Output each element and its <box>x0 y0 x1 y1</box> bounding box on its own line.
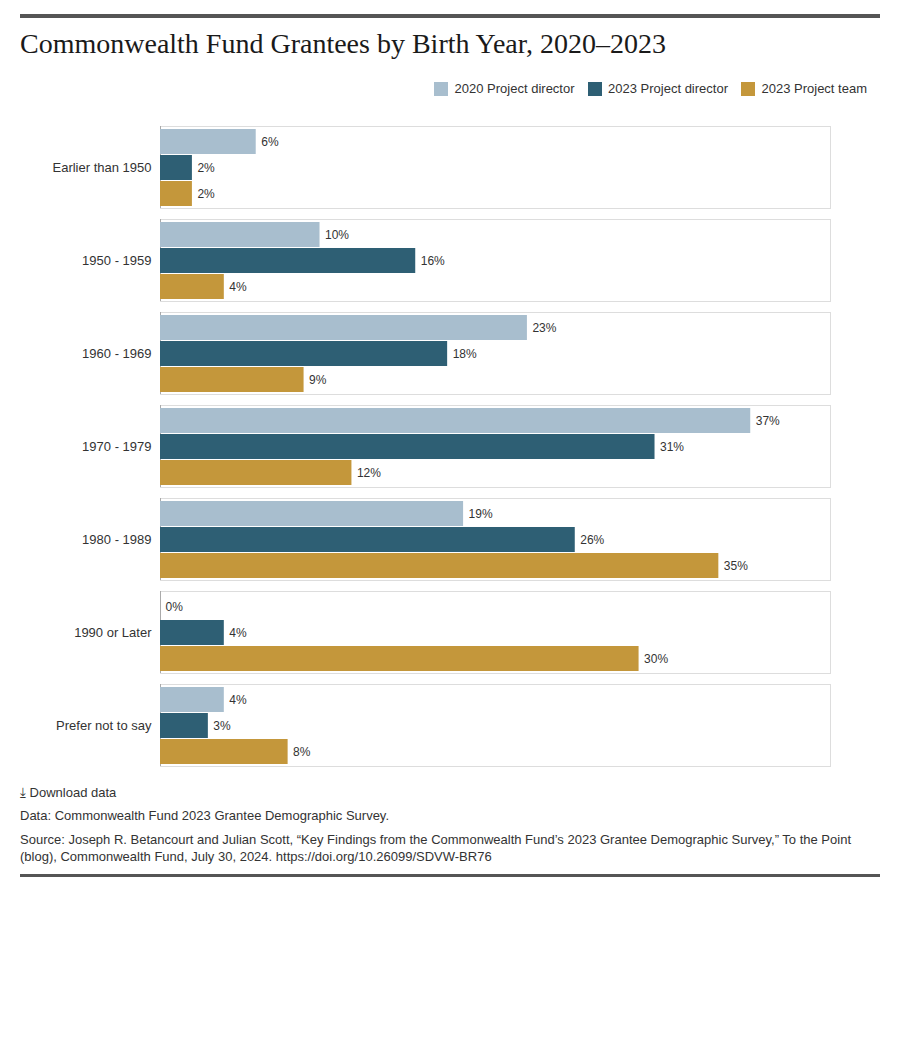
svg-text:23%: 23% <box>532 320 556 334</box>
svg-text:18%: 18% <box>453 346 477 360</box>
svg-text:10%: 10% <box>325 227 349 241</box>
svg-text:30%: 30% <box>644 651 668 665</box>
svg-text:6%: 6% <box>261 134 279 148</box>
svg-text:12%: 12% <box>357 465 381 479</box>
svg-text:1980 - 1989: 1980 - 1989 <box>82 531 151 546</box>
svg-text:0%: 0% <box>166 599 184 613</box>
svg-text:16%: 16% <box>421 253 445 267</box>
html-text:Source: Joseph R. Betancourt a: Source: Joseph R. Betancourt and Julian … <box>20 831 851 865</box>
svg-text:1960 - 1969: 1960 - 1969 <box>82 345 151 360</box>
svg-text:4%: 4% <box>229 279 247 293</box>
svg-text:1970 - 1979: 1970 - 1979 <box>82 438 151 453</box>
svg-text:Earlier than 1950: Earlier than 1950 <box>52 159 151 174</box>
html-text:2023 Project team: 2023 Project team <box>761 81 867 96</box>
svg-text:4%: 4% <box>229 625 247 639</box>
html-text:⤓ Download data: ⤓ Download data <box>20 784 117 800</box>
svg-text:37%: 37% <box>756 413 780 427</box>
svg-text:31%: 31% <box>660 439 684 453</box>
svg-text:1950 - 1959: 1950 - 1959 <box>82 252 151 267</box>
svg-text:9%: 9% <box>309 372 327 386</box>
svg-text:19%: 19% <box>469 506 493 520</box>
svg-text:1990 or Later: 1990 or Later <box>74 624 152 639</box>
html-text:2023 Project director: 2023 Project director <box>608 81 728 96</box>
svg-text:2%: 2% <box>197 160 215 174</box>
svg-text:3%: 3% <box>213 718 231 732</box>
svg-text:35%: 35% <box>724 558 748 572</box>
svg-text:2%: 2% <box>197 186 215 200</box>
html-text:2020 Project director: 2020 Project director <box>454 81 575 96</box>
svg-text:4%: 4% <box>229 692 247 706</box>
svg-text:8%: 8% <box>293 744 311 758</box>
svg-text:26%: 26% <box>580 532 604 546</box>
html-text:Commonwealth Fund Grantees by: Commonwealth Fund Grantees by Birth Year… <box>20 28 666 59</box>
html-text:Data: Commonwealth Fund 2023 G: Data: Commonwealth Fund 2023 Grantee Dem… <box>20 808 389 823</box>
svg-text:Prefer not to say: Prefer not to say <box>56 717 152 732</box>
